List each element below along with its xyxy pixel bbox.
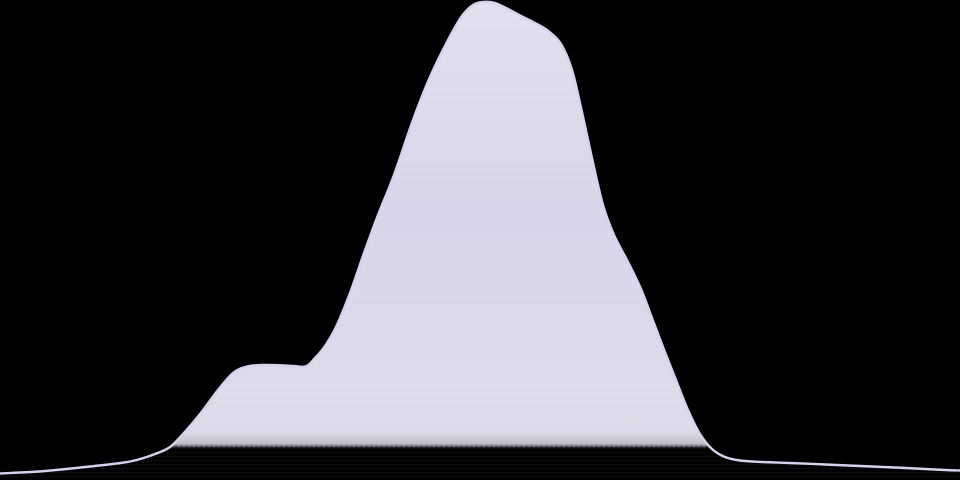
density-area-chart bbox=[0, 0, 960, 480]
density-area-band-texture bbox=[0, 1, 960, 480]
density-curve-line bbox=[0, 0, 960, 475]
chart-canvas bbox=[0, 0, 960, 480]
